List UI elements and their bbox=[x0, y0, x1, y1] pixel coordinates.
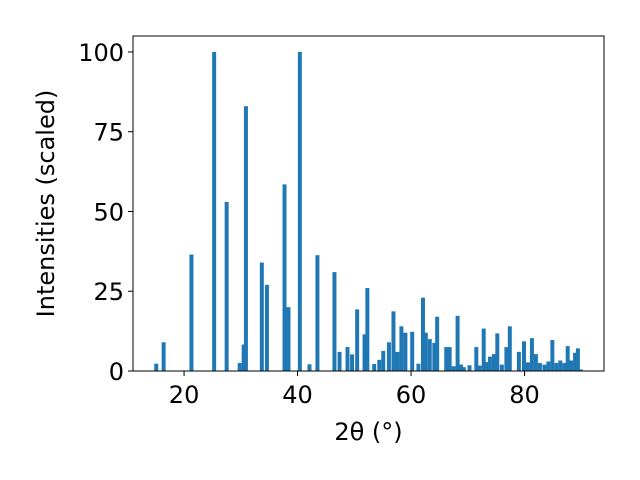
bar bbox=[381, 350, 386, 371]
bar bbox=[212, 51, 217, 371]
bar bbox=[487, 356, 492, 371]
bar bbox=[522, 341, 526, 371]
bar bbox=[337, 351, 342, 371]
x-tick-label: 80 bbox=[509, 381, 540, 409]
bar bbox=[372, 363, 377, 371]
bar bbox=[377, 359, 382, 371]
bar bbox=[427, 339, 432, 371]
bar bbox=[423, 332, 428, 371]
bar bbox=[485, 362, 490, 371]
x-tick-label: 60 bbox=[396, 381, 427, 409]
bar bbox=[495, 333, 500, 371]
bar bbox=[542, 364, 547, 371]
bar bbox=[224, 201, 229, 371]
bar bbox=[491, 354, 496, 371]
bar bbox=[504, 347, 509, 371]
x-tick-label: 40 bbox=[282, 381, 313, 409]
bar bbox=[237, 363, 242, 371]
bar bbox=[546, 361, 551, 371]
bar bbox=[499, 364, 504, 371]
bar bbox=[189, 254, 194, 371]
bar bbox=[297, 51, 302, 371]
x-axis-label: 2θ (°) bbox=[334, 418, 402, 446]
bar bbox=[455, 315, 460, 371]
x-axis-ticks: 20 40 60 80 bbox=[169, 371, 540, 409]
bar bbox=[345, 347, 350, 371]
bar bbox=[282, 184, 287, 371]
bar bbox=[161, 342, 166, 371]
bar bbox=[154, 363, 159, 371]
bar bbox=[533, 354, 538, 371]
bar bbox=[451, 366, 456, 371]
bar bbox=[362, 334, 367, 371]
bar bbox=[416, 363, 421, 371]
bar bbox=[537, 363, 542, 371]
bar bbox=[432, 342, 437, 371]
bar bbox=[575, 348, 580, 371]
bar bbox=[315, 255, 320, 371]
bar bbox=[550, 340, 555, 371]
bar bbox=[507, 326, 512, 371]
bar bbox=[332, 272, 337, 371]
x-tick-label: 20 bbox=[169, 381, 200, 409]
plot-frame bbox=[132, 35, 605, 372]
bar bbox=[474, 347, 479, 371]
y-tick-label: 100 bbox=[78, 39, 124, 67]
bar bbox=[391, 311, 396, 371]
bar bbox=[386, 342, 391, 371]
bar bbox=[461, 367, 466, 371]
bar bbox=[403, 332, 408, 371]
bar bbox=[399, 326, 404, 371]
bar bbox=[420, 297, 425, 371]
bar bbox=[481, 328, 486, 371]
bar bbox=[573, 352, 578, 371]
bar bbox=[554, 363, 559, 371]
bar bbox=[447, 347, 452, 371]
y-tick-label: 0 bbox=[109, 358, 124, 386]
bar bbox=[529, 338, 534, 371]
bar bbox=[562, 363, 567, 371]
bar bbox=[569, 360, 574, 371]
y-axis-ticks: 0 25 50 75 100 bbox=[78, 39, 133, 386]
bar bbox=[477, 365, 482, 371]
bar bbox=[565, 346, 570, 371]
bar bbox=[467, 365, 472, 371]
bar bbox=[459, 364, 463, 371]
y-tick-label: 50 bbox=[93, 198, 124, 226]
bar bbox=[243, 106, 248, 371]
bar bbox=[355, 309, 360, 371]
bar bbox=[516, 351, 521, 371]
bars-group bbox=[154, 51, 583, 371]
bar bbox=[410, 331, 415, 371]
y-axis-label: Intensities (scaled) bbox=[32, 90, 60, 318]
bar bbox=[435, 316, 440, 371]
bar bbox=[259, 262, 264, 371]
bar bbox=[286, 307, 291, 371]
bar bbox=[395, 351, 400, 371]
bar bbox=[307, 364, 312, 371]
bar bbox=[350, 354, 355, 371]
bar bbox=[241, 344, 246, 371]
y-tick-label: 25 bbox=[93, 278, 124, 306]
bar bbox=[525, 362, 530, 371]
y-tick-label: 75 bbox=[93, 119, 124, 147]
bar bbox=[365, 288, 370, 371]
bar bbox=[264, 284, 269, 371]
bar bbox=[578, 369, 583, 371]
bar bbox=[444, 347, 449, 371]
bar bbox=[558, 360, 563, 371]
